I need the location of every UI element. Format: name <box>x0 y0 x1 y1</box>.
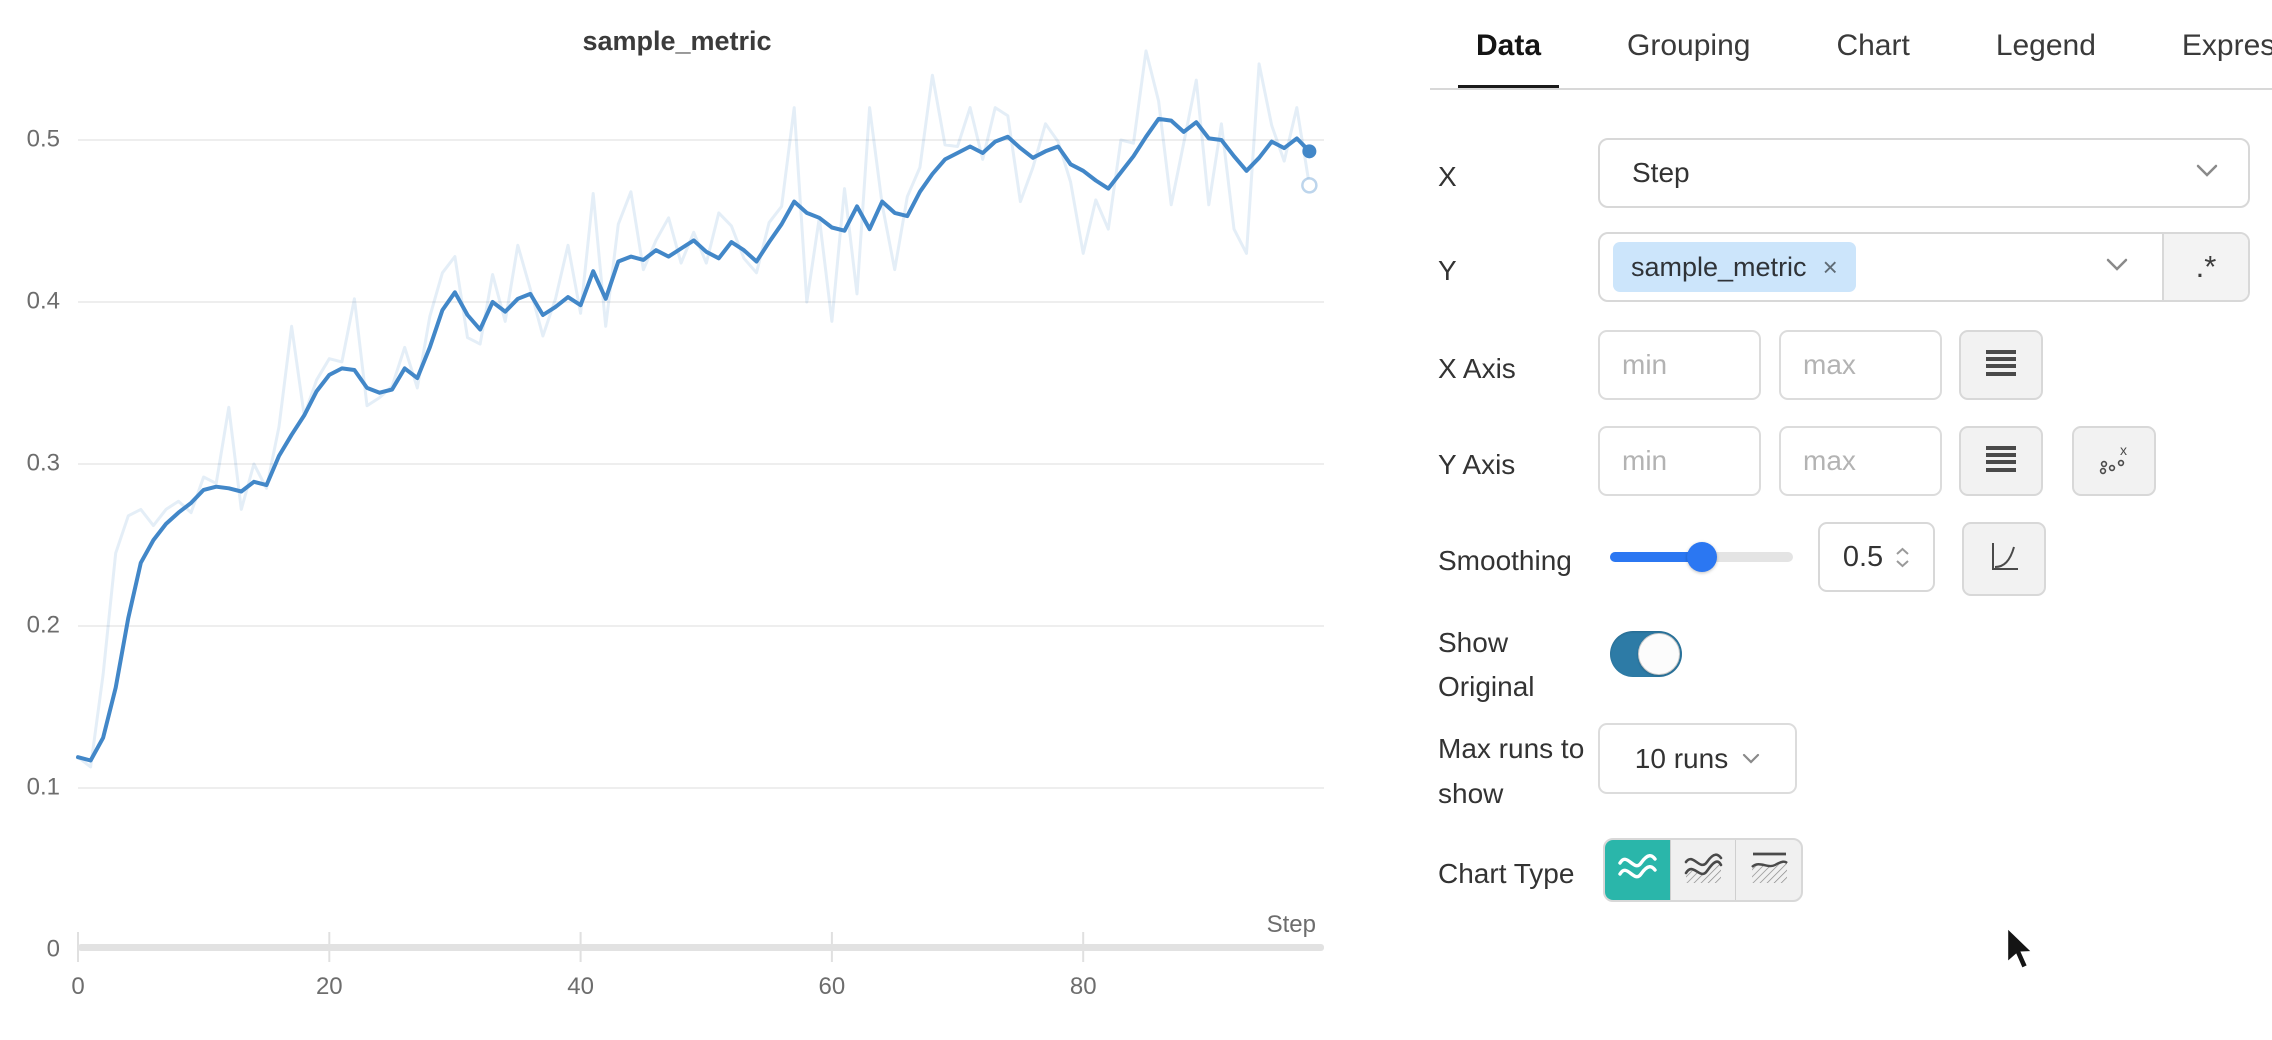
chart-panel: sample_metric 0 0.1 0.2 0.3 0.4 0.5 0 20 40 60 80 S… <box>0 0 1400 1040</box>
y-axis-label: Y Axis <box>1438 449 1516 480</box>
chart-type-area-button[interactable] <box>1671 839 1737 900</box>
slider-fill <box>1610 552 1702 562</box>
chevron-down-icon <box>2196 164 2218 182</box>
smoothing-slider[interactable] <box>1610 522 1793 592</box>
svg-text:0.3: 0.3 <box>27 449 60 476</box>
x-field-label: X <box>1438 161 1457 192</box>
tab-expressions[interactable]: Expressions <box>2181 29 2272 62</box>
svg-text:0: 0 <box>71 973 84 1000</box>
x-axis-label: X Axis <box>1438 353 1516 384</box>
tab-chart[interactable]: Chart <box>1836 29 1910 62</box>
outliers-icon: x <box>2095 442 2133 481</box>
x-axis-log-scale-button[interactable] <box>1959 330 2043 400</box>
show-original-label: Show Original <box>1438 627 1535 703</box>
y-metric-select[interactable]: sample_metric × .* <box>1598 232 2250 302</box>
smoothing-label: Smoothing <box>1438 545 1572 576</box>
value-stepper[interactable] <box>1895 547 1910 568</box>
line-plot-icon <box>1614 847 1660 892</box>
remove-metric-icon[interactable]: × <box>1822 251 1838 282</box>
tab-legend[interactable]: Legend <box>1995 29 2096 62</box>
svg-text:20: 20 <box>316 973 343 1000</box>
area-plot-icon <box>1680 847 1726 892</box>
tab-data[interactable]: Data <box>1458 29 1560 88</box>
svg-text:x: x <box>2120 442 2127 458</box>
chart-title: sample_metric <box>582 26 772 56</box>
svg-text:0.2: 0.2 <box>27 611 60 638</box>
show-original-toggle[interactable] <box>1610 631 1682 677</box>
log-scale-icon <box>1984 444 2018 479</box>
svg-text:80: 80 <box>1070 973 1097 1000</box>
svg-text:60: 60 <box>819 973 846 1000</box>
smoothing-type-button[interactable] <box>1962 522 2046 596</box>
max-runs-value: 10 runs <box>1634 742 1729 774</box>
slider-knob[interactable] <box>1686 542 1717 572</box>
x-metric-select[interactable]: Step <box>1598 138 2250 208</box>
log-scale-icon <box>1984 348 2018 383</box>
tab-grouping[interactable]: Grouping <box>1627 29 1751 62</box>
metric-chip-label: sample_metric <box>1631 251 1807 282</box>
chevron-down-icon <box>2106 258 2128 276</box>
chart-type-segmented-control <box>1603 837 1803 902</box>
x-axis-max-input[interactable] <box>1779 330 1942 400</box>
svg-text:0: 0 <box>47 935 60 962</box>
line-chart[interactable]: 0 0.1 0.2 0.3 0.4 0.5 0 20 40 60 80 Step <box>0 0 1400 1040</box>
stepper-down-icon <box>1896 559 1909 567</box>
x-metric-value: Step <box>1632 157 1690 188</box>
svg-text:40: 40 <box>567 973 594 1000</box>
regex-toggle-button[interactable]: .* <box>2162 234 2248 300</box>
x-axis-min-input[interactable] <box>1598 330 1761 400</box>
svg-text:0.1: 0.1 <box>27 773 60 800</box>
metric-chip[interactable]: sample_metric × <box>1613 242 1856 292</box>
smoothing-value: 0.5 <box>1842 540 1884 573</box>
max-runs-dropdown[interactable]: 10 runs <box>1598 723 1797 795</box>
svg-text:Step: Step <box>1267 911 1316 938</box>
max-runs-label: Max runs to show <box>1438 733 1585 809</box>
chart-type-percentile-button[interactable] <box>1736 840 1801 900</box>
toggle-knob <box>1638 633 1680 675</box>
settings-panel: Data Grouping Chart Legend Expressions X… <box>1430 0 2272 1040</box>
svg-text:0.4: 0.4 <box>27 287 60 314</box>
y-axis-log-scale-button[interactable] <box>1959 426 2043 496</box>
y-field-label: Y <box>1438 255 1457 286</box>
exponential-curve-icon <box>1986 539 2022 580</box>
smoothing-value-input[interactable]: 0.5 <box>1818 522 1935 592</box>
chart-type-line-button[interactable] <box>1605 839 1671 900</box>
percentile-plot-icon <box>1746 847 1792 892</box>
svg-text:0.5: 0.5 <box>27 125 60 152</box>
stepper-up-icon <box>1896 547 1909 555</box>
chart-type-label: Chart Type <box>1438 857 1575 889</box>
ignore-outliers-button[interactable]: x <box>2072 426 2156 496</box>
chevron-down-icon <box>1743 754 1760 765</box>
tab-bar: Data Grouping Chart Legend Expressions <box>1430 0 2272 90</box>
y-axis-max-input[interactable] <box>1779 426 1942 496</box>
y-axis-min-input[interactable] <box>1598 426 1761 496</box>
